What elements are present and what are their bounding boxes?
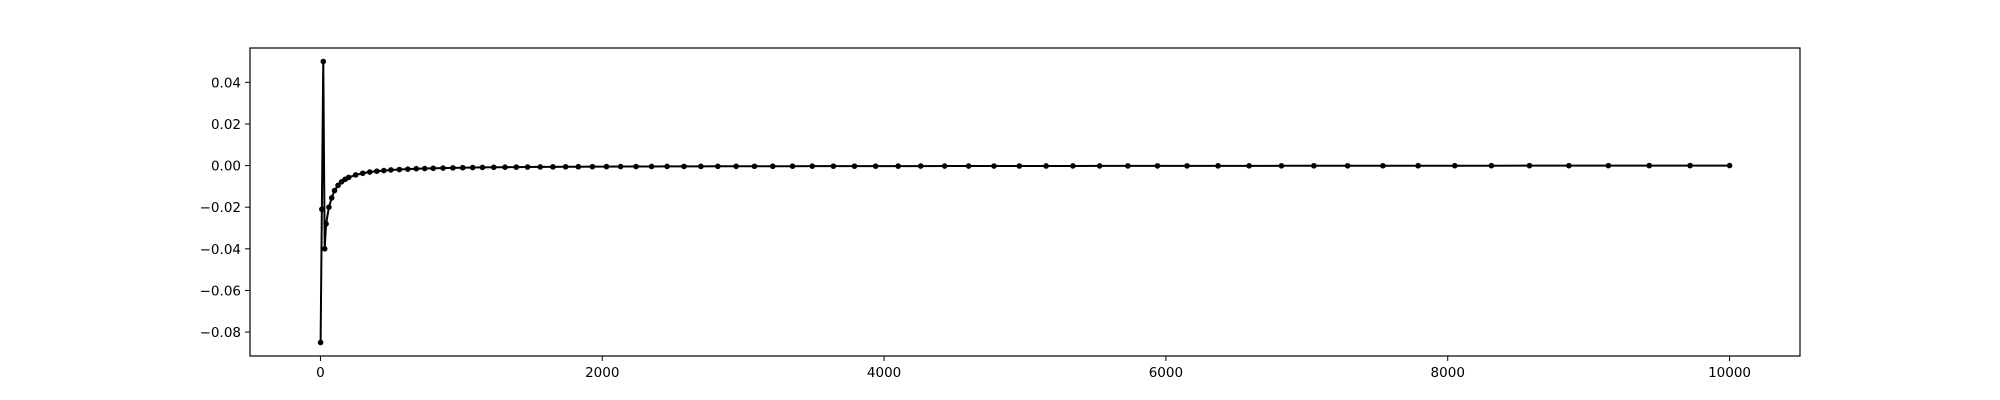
data-point [1605, 162, 1612, 169]
data-point [681, 163, 687, 170]
data-point [648, 163, 655, 170]
x-tick-label: 6000 [1149, 365, 1183, 381]
data-point [1215, 163, 1221, 169]
data-point [1344, 162, 1351, 169]
x-tick-label: 8000 [1431, 365, 1465, 381]
axis-ticks: 0 2000 4000 6000 8000 10000 −0.08 −0.06 −0.04 −0.… [200, 75, 1751, 381]
data-point [317, 339, 324, 346]
data-point [459, 164, 466, 171]
data-point [1070, 163, 1076, 169]
data-point [320, 58, 327, 65]
data-point [1246, 163, 1252, 169]
y-tick-label: −0.06 [200, 283, 241, 299]
data-point [490, 164, 497, 171]
data-point [851, 163, 858, 169]
data-point [388, 167, 394, 173]
data-point [319, 206, 325, 213]
data-point [769, 163, 776, 170]
data-point [1380, 162, 1386, 169]
data-point [1016, 163, 1023, 169]
data-point [991, 163, 997, 169]
y-tick-label: −0.02 [200, 200, 241, 216]
data-point [413, 165, 420, 172]
data-point [809, 163, 816, 169]
data-point [562, 163, 569, 170]
data-point [575, 163, 582, 170]
data-point [328, 195, 335, 201]
data-point [352, 172, 359, 178]
data-point [430, 165, 436, 172]
data-point [335, 182, 341, 189]
data-point [331, 187, 338, 194]
data-point [550, 164, 556, 170]
data-point [589, 163, 596, 170]
data-point [1726, 162, 1733, 169]
data-point [941, 163, 948, 169]
data-point [502, 164, 508, 171]
data-point [1687, 162, 1693, 169]
series-line [319, 60, 1730, 343]
data-point [917, 163, 924, 169]
data-point [396, 166, 403, 173]
data-point [603, 163, 610, 170]
data-series [317, 58, 1733, 346]
data-point [1096, 163, 1103, 169]
x-tick-label: 4000 [867, 365, 901, 381]
data-point [1184, 163, 1190, 169]
x-tick-label: 10000 [1708, 365, 1751, 381]
plot-area-frame [249, 47, 1801, 357]
data-point [895, 163, 901, 169]
data-point [751, 163, 758, 170]
y-tick-label: −0.08 [200, 325, 241, 341]
data-point [1154, 163, 1161, 169]
data-point [633, 163, 639, 170]
data-point [1125, 163, 1131, 169]
data-point [366, 169, 373, 175]
data-point [733, 163, 739, 170]
data-point [513, 164, 520, 170]
y-tick-label: 0.02 [211, 117, 241, 133]
data-point [1566, 162, 1572, 169]
data-point [326, 204, 332, 211]
y-tick-label: −0.04 [200, 242, 241, 258]
data-point [440, 165, 446, 171]
data-point [374, 168, 380, 174]
x-tick-label: 2000 [585, 365, 619, 381]
data-point [524, 164, 531, 170]
data-point [872, 163, 879, 169]
data-point [789, 163, 796, 170]
data-point [664, 163, 670, 170]
data-point [1488, 162, 1495, 169]
data-point [345, 174, 352, 181]
data-point [405, 166, 411, 172]
data-point [323, 221, 329, 227]
data-point [469, 164, 476, 171]
data-point [537, 164, 544, 170]
data-point [1526, 162, 1533, 169]
data-point [359, 170, 366, 177]
data-point [479, 164, 486, 171]
data-point [1311, 162, 1317, 169]
data-point [1043, 163, 1049, 169]
data-point [617, 163, 624, 170]
x-tick-label: 0 [316, 365, 325, 381]
data-point [450, 165, 456, 171]
data-point [965, 163, 972, 169]
data-point [1415, 162, 1421, 169]
data-point [1646, 162, 1653, 169]
data-point [321, 246, 328, 252]
data-point [421, 165, 428, 172]
data-point [1451, 162, 1458, 169]
data-point [715, 163, 721, 170]
data-point [830, 163, 837, 169]
data-point [1278, 163, 1285, 169]
data-point [698, 163, 704, 170]
y-tick-label: 0.04 [211, 75, 241, 91]
y-tick-label: 0.00 [211, 159, 241, 175]
data-point [381, 167, 387, 174]
